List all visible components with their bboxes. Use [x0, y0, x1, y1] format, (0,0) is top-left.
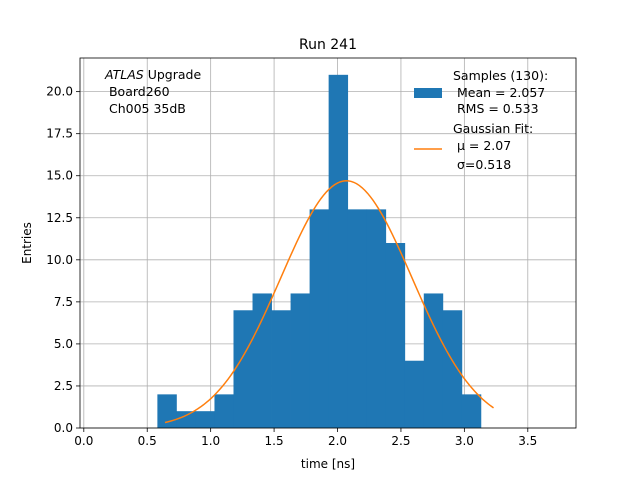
histogram-bar	[309, 209, 330, 428]
histogram-bar	[176, 411, 196, 428]
histogram-bar	[442, 310, 463, 428]
legend-samples-patch	[414, 88, 442, 98]
x-tick-label: 2.5	[391, 434, 410, 448]
legend-fit-title: Gaussian Fit:	[453, 121, 533, 136]
annotation-box: ATLAS Upgrade Board260 Ch005 35dB	[104, 67, 201, 116]
legend-samples-rms: RMS = 0.533	[453, 101, 539, 116]
histogram-bar	[385, 243, 406, 428]
histogram-bar	[347, 209, 368, 428]
histogram-bar	[404, 360, 425, 428]
legend-samples-title: Samples (130):	[453, 68, 548, 83]
x-tick-label: 1.5	[265, 434, 284, 448]
annotation-atlas: ATLAS	[104, 67, 144, 82]
chart-title: Run 241	[299, 37, 357, 53]
x-tick-label: 1.0	[201, 434, 220, 448]
y-tick-label: 2.5	[54, 379, 73, 393]
histogram-bar	[461, 394, 482, 428]
y-tick-label: 0.0	[54, 421, 73, 435]
annotation-upgrade: Upgrade	[144, 67, 202, 82]
legend-samples-mean: Mean = 2.057	[453, 85, 545, 100]
fit-curve-group	[164, 180, 494, 424]
x-axis-label: time [ns]	[301, 457, 355, 471]
legend-fit-mu: μ = 2.07	[453, 138, 511, 153]
x-tick-label: 0.0	[74, 434, 93, 448]
histogram-bar	[290, 293, 311, 428]
annotation-line-2: Board260	[105, 84, 170, 99]
y-tick-label: 7.5	[54, 295, 73, 309]
y-tick-label: 5.0	[54, 337, 73, 351]
plot-frame	[79, 57, 577, 429]
annotation-line-3: Ch005 35dB	[105, 101, 186, 116]
y-tick-label: 20.0	[46, 85, 73, 99]
legend: Samples (130): Mean = 2.057 RMS = 0.533 …	[414, 68, 548, 172]
histogram-bar	[252, 293, 272, 428]
x-tick-label: 2.0	[328, 434, 347, 448]
axis-ticks: 0.0 0.5 1.0 1.5 2.0 2.5 3.0 3.5 0.0 2.5 5.0 7.5 10.0…	[46, 85, 537, 448]
histogram-bar	[214, 394, 234, 428]
y-tick-label: 15.0	[46, 169, 73, 183]
gaussian-fit-curve	[164, 180, 494, 424]
histogram-bars	[157, 74, 482, 429]
histogram-bar	[423, 293, 444, 428]
histogram-bar	[157, 394, 177, 428]
histogram-bar	[366, 209, 387, 428]
x-tick-label: 3.0	[455, 434, 474, 448]
legend-fit-sigma: σ=0.518	[453, 157, 511, 172]
y-tick-label: 17.5	[46, 127, 73, 141]
y-axis-label: Entries	[20, 222, 34, 264]
histogram-bar	[195, 411, 215, 428]
x-tick-label: 3.5	[518, 434, 537, 448]
y-tick-label: 10.0	[46, 253, 73, 267]
x-tick-label: 0.5	[138, 434, 157, 448]
histogram-bar	[271, 310, 291, 428]
annotation-line-1: ATLAS Upgrade	[104, 67, 201, 82]
histogram-bar	[328, 74, 349, 429]
histogram-bar	[233, 310, 253, 428]
y-tick-label: 12.5	[46, 211, 73, 225]
